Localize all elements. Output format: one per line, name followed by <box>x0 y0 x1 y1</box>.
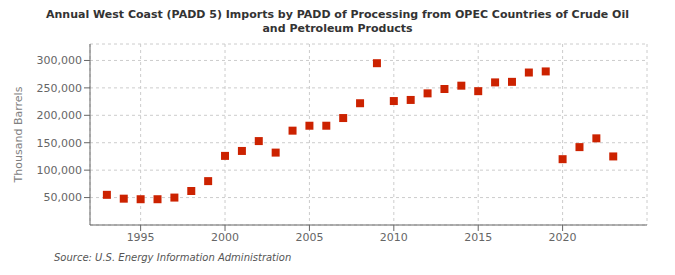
svg-text:200,000: 200,000 <box>37 109 83 122</box>
svg-text:150,000: 150,000 <box>37 137 83 150</box>
html-text:Annual West Coast (PADD 5) Imp: Annual West Coast (PADD 5) Imports by PA… <box>46 8 629 21</box>
svg-text:300,000: 300,000 <box>37 54 83 67</box>
svg-text:2015: 2015 <box>464 231 492 244</box>
html-text:Source: U.S. Energy Informatio: Source: U.S. Energy Information Administ… <box>54 252 292 263</box>
svg-text:2020: 2020 <box>549 231 577 244</box>
svg-text:1995: 1995 <box>127 231 155 244</box>
svg-text:2010: 2010 <box>380 231 408 244</box>
html-text:and Petroleum Products: and Petroleum Products <box>262 22 413 35</box>
svg-text:Thousand Barrels: Thousand Barrels <box>12 86 25 183</box>
svg-text:50,000: 50,000 <box>44 191 83 204</box>
svg-text:250,000: 250,000 <box>37 82 83 95</box>
svg-text:100,000: 100,000 <box>37 164 83 177</box>
svg-text:2000: 2000 <box>211 231 239 244</box>
svg-text:2005: 2005 <box>295 231 323 244</box>
